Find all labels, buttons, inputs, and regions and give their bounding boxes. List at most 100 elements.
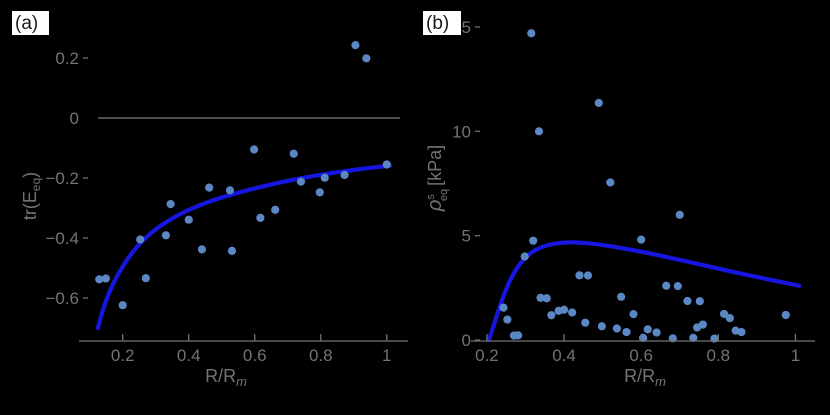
x-tick-label: 0.2: [111, 346, 135, 365]
data-point: [225, 186, 235, 195]
fit-curve-b: [486, 240, 802, 343]
panel-a-plot: 0.2 0.4 0.6 0.8 1 0.2 0 −0.2 −0.4 −0.6 R/Rm tr(E…: [12, 11, 408, 389]
y-tick-labels-a: 0.2 0 −0.2 −0.4 −0.6: [45, 49, 88, 308]
data-point: [606, 178, 615, 187]
data-point: [737, 327, 746, 337]
data-point: [520, 252, 529, 261]
data-point: [503, 315, 512, 324]
data-point: [689, 333, 698, 343]
x-tick-label: 0.4: [177, 346, 201, 365]
data-point: [695, 297, 704, 306]
x-axis-title-b-lead: R/R: [624, 366, 655, 386]
panel-a: 0.2 0.4 0.6 0.8 1 0.2 0 −0.2 −0.4 −0.6 R/Rm tr(E…: [12, 11, 408, 389]
data-point: [118, 301, 127, 310]
y-tick-label: −0.2: [45, 169, 79, 188]
y-axis-title-a-tail: ): [20, 172, 40, 178]
data-point: [256, 213, 265, 222]
data-point: [581, 318, 590, 327]
fit-curve-path: [486, 240, 802, 343]
data-point: [340, 170, 349, 180]
data-point: [95, 275, 104, 284]
y-axis-title-a: tr(Eeq): [20, 172, 43, 220]
y-axis-title-b-lead: ρ: [424, 200, 446, 212]
x-axis-title-b: R/Rm: [624, 366, 666, 389]
data-point: [617, 292, 626, 301]
data-point: [559, 305, 569, 314]
data-point: [161, 231, 171, 240]
data-point: [101, 274, 110, 283]
data-point: [536, 293, 545, 302]
y-axis-title-b-sup: s: [425, 194, 437, 200]
y-axis-title-b: ρseq [kPa]: [424, 145, 450, 212]
data-point: [637, 235, 646, 244]
x-tick-label: 0.6: [629, 346, 653, 365]
y-axis-title-b-tail: [kPa]: [425, 145, 445, 186]
y-tick-label: −0.4: [45, 229, 79, 248]
data-point: [362, 54, 371, 63]
data-point: [568, 308, 577, 317]
data-point: [197, 245, 207, 254]
x-tick-label: 0.4: [552, 346, 576, 365]
scatter-points-a: [95, 41, 391, 310]
panel-label-a-background: [12, 11, 49, 35]
data-point: [289, 149, 298, 158]
fit-curve-path: [95, 163, 393, 331]
data-point: [629, 310, 638, 319]
x-axis-title-b-sub: m: [655, 374, 666, 389]
x-tick-label: 1: [791, 346, 800, 365]
x-axis-title-a: R/Rm: [205, 366, 247, 389]
data-point: [320, 173, 329, 182]
x-tick-labels-b: 0.2 0.4 0.6 0.8 1: [475, 346, 800, 365]
data-point: [296, 177, 306, 186]
x-axis-title-a-lead: R/R: [205, 366, 236, 386]
panel-label-b: (b): [426, 13, 449, 34]
data-point: [643, 325, 652, 334]
data-point: [597, 322, 606, 331]
data-point: [781, 310, 790, 320]
data-point: [612, 324, 621, 333]
data-point: [594, 98, 603, 108]
y-axis-title-a-lead: tr(E: [20, 191, 40, 220]
x-tick-labels-a: 0.2 0.4 0.6 0.8 1: [111, 346, 392, 365]
y-tick-label: −0.6: [45, 289, 79, 308]
y-tick-label: 0.2: [55, 49, 79, 68]
data-point: [382, 160, 391, 169]
data-point: [719, 309, 729, 319]
data-point: [136, 235, 145, 244]
data-point: [683, 296, 692, 306]
data-point: [622, 327, 631, 337]
data-point: [547, 311, 556, 320]
data-point: [652, 328, 661, 337]
scatter-points-b: [499, 29, 790, 343]
data-point: [583, 271, 593, 280]
y-axis-title-a-sub: eq: [29, 178, 43, 191]
data-point: [675, 210, 684, 219]
data-point: [205, 183, 214, 192]
data-point: [673, 282, 682, 291]
x-tick-label: 0.8: [706, 346, 730, 365]
x-tick-label: 0.8: [309, 346, 333, 365]
data-point: [499, 303, 508, 312]
data-point: [315, 188, 324, 197]
data-point: [141, 274, 150, 283]
data-point: [249, 145, 259, 154]
data-point: [227, 246, 237, 255]
data-point: [184, 215, 193, 224]
panel-label-b-background: [423, 11, 461, 35]
data-point: [271, 205, 280, 214]
panel-b: 0.2 0.4 0.6 0.8 1 0 5 10 15 R/Rm ρseq[kPa] (b): [415, 0, 830, 415]
x-axis-b: [471, 334, 815, 342]
data-point: [529, 236, 538, 245]
y-tick-label: 0: [70, 109, 79, 128]
data-point: [166, 200, 175, 209]
x-tick-label: 1: [382, 346, 391, 365]
data-point: [542, 294, 551, 303]
y-axis-title-b-sub: eq: [438, 189, 450, 201]
y-tick-label: 5: [462, 227, 471, 246]
x-axis-title-a-sub: m: [236, 374, 247, 389]
x-axis-a: [79, 334, 408, 342]
data-point: [662, 281, 671, 290]
data-point: [575, 271, 584, 280]
